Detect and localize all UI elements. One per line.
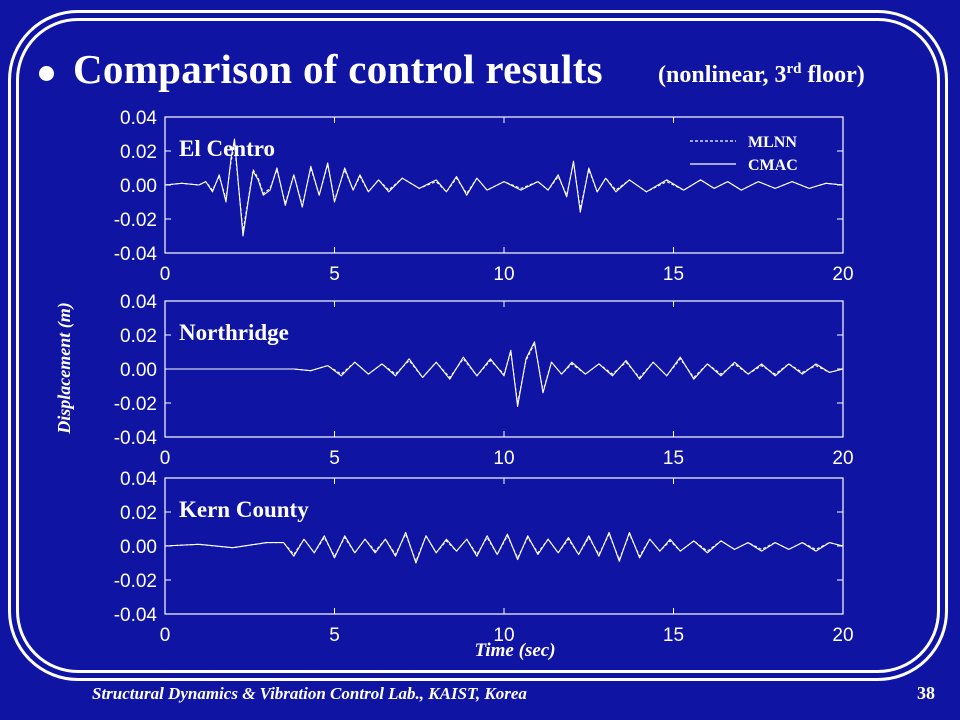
subtitle-superscript: rd [786,61,802,77]
x-tick-label: 0 [160,448,171,469]
x-axis-label: Time (sec) [474,640,555,661]
inner-frame [16,18,940,673]
y-tick-label: -0.02 [114,394,157,415]
x-tick-label: 5 [329,448,340,469]
panel-label: Kern County [179,497,309,522]
x-tick-label: 5 [329,625,340,646]
x-tick-label: 15 [663,264,684,285]
y-tick-label: 0.02 [120,326,157,347]
x-tick-label: 10 [493,448,514,469]
x-tick-label: 15 [663,448,684,469]
y-tick-label: 0.00 [120,537,157,558]
outer-frame [8,10,948,681]
y-tick-label: 0.04 [120,469,157,490]
series-line-mlnn [164,143,844,232]
y-axis-label: Displacement (m) [54,302,75,434]
slide-subtitle: (nonlinear, 3rd floor) [658,62,865,89]
x-tick-label: 10 [493,625,514,646]
y-tick-label: 0.00 [120,360,157,381]
bullet-icon [39,66,54,81]
x-tick-label: 5 [329,264,340,285]
footer-lab-name: Structural Dynamics & Vibration Control … [92,684,527,703]
y-tick-label: -0.04 [114,605,158,626]
series-line-mlnn [165,342,844,404]
y-tick-label: -0.02 [114,210,157,231]
legend-label: CMAC [748,157,798,174]
x-tick-label: 20 [832,448,853,469]
y-tick-label: 0.02 [120,503,157,524]
slide-title: Comparison of control results [73,46,603,92]
subtitle-suffix: floor) [801,62,865,88]
y-tick-label: 0.04 [120,292,157,313]
series-line-cmac [164,138,844,237]
x-tick-label: 0 [160,264,171,285]
legend-label: MLNN [748,134,797,151]
x-tick-label: 20 [832,264,853,285]
series-line-mlnn [164,533,844,562]
page-number: 38 [917,683,935,703]
subtitle-prefix: (nonlinear, 3 [658,62,787,88]
y-tick-label: 0.00 [120,176,157,197]
x-tick-label: 20 [832,625,853,646]
panel-label: El Centro [179,136,275,161]
series-line-cmac [164,531,844,564]
x-tick-label: 15 [663,625,684,646]
panel-label: Northridge [179,320,289,345]
x-tick-label: 0 [160,625,171,646]
y-tick-label: -0.04 [114,428,158,449]
y-tick-label: 0.02 [120,142,157,163]
y-tick-label: -0.04 [114,244,158,265]
x-tick-label: 10 [493,264,514,285]
y-tick-label: 0.04 [120,108,157,129]
y-tick-label: -0.02 [114,571,157,592]
